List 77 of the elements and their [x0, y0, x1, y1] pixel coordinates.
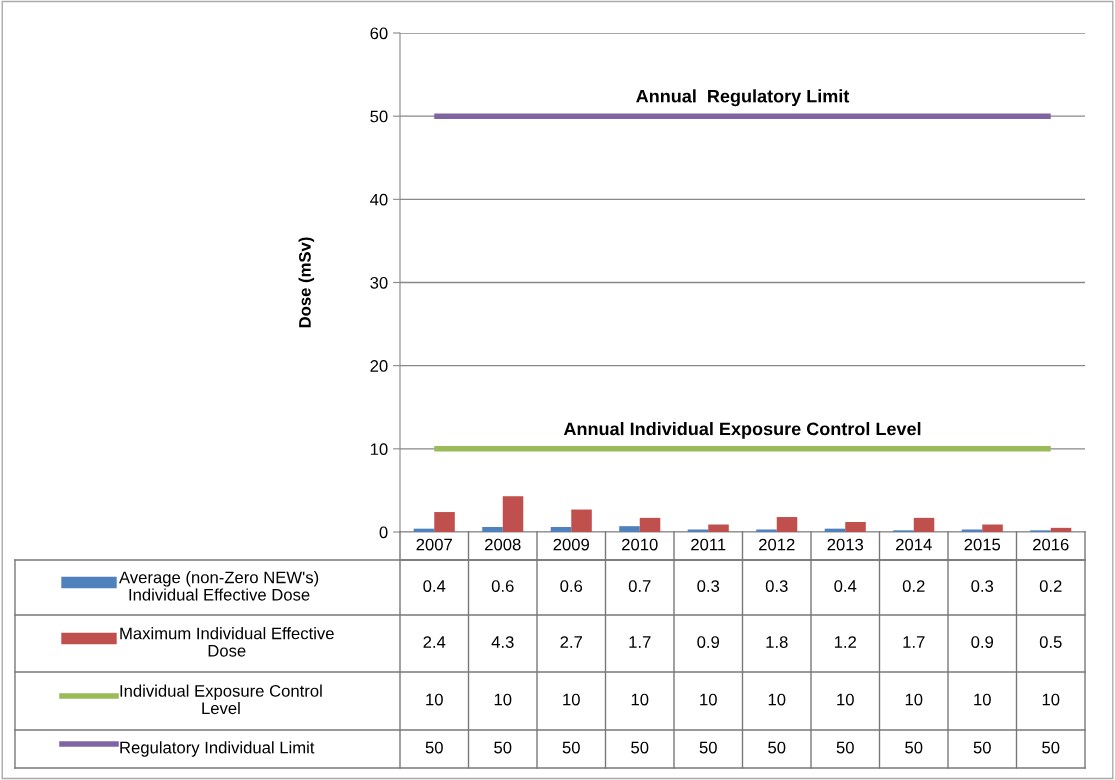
- x-tick-label: 2014: [896, 538, 932, 551]
- bar: [982, 524, 1003, 532]
- data-label: 0.9: [697, 636, 720, 648]
- data-label: 50: [836, 741, 854, 754]
- data-label: 10: [426, 693, 443, 706]
- x-tick-label: 2016: [1033, 538, 1069, 551]
- data-label: 4.3: [491, 636, 514, 648]
- data-label: 0.3: [697, 580, 720, 592]
- data-label: 0.3: [765, 580, 788, 592]
- bar: [571, 509, 592, 532]
- data-label: 2.7: [560, 636, 582, 648]
- bar: [482, 527, 503, 532]
- data-label: 0.2: [902, 580, 925, 592]
- x-tick-label: 2015: [964, 538, 1001, 551]
- y-tick-label: 60: [370, 27, 388, 40]
- bar: [913, 517, 935, 532]
- data-label: 50: [631, 741, 649, 754]
- bar: [708, 524, 729, 532]
- bar: [639, 517, 661, 532]
- bar: [502, 496, 524, 532]
- data-label: 10: [837, 693, 854, 706]
- data-label: 2.4: [423, 636, 446, 648]
- x-tick-label: 2011: [691, 538, 726, 551]
- y-tick-label: 0: [379, 526, 388, 539]
- data-label: 0.3: [971, 580, 994, 592]
- y-tick-label: 50: [370, 110, 388, 123]
- legend-label: Regulatory Individual Limit: [120, 741, 315, 757]
- data-label: 0.6: [560, 580, 583, 592]
- data-label: 10: [631, 693, 649, 706]
- data-label: 0.5: [1039, 636, 1062, 648]
- data-label: 0.7: [628, 580, 651, 592]
- data-label: 0.9: [971, 636, 994, 648]
- data-label: 50: [425, 741, 443, 754]
- data-label: 1.7: [629, 636, 651, 648]
- x-tick-label: 2012: [759, 538, 795, 551]
- data-label: 1.2: [834, 636, 856, 648]
- data-label: 0.4: [834, 580, 857, 592]
- data-label: 10: [905, 693, 923, 706]
- data-label: 0.2: [1039, 580, 1062, 592]
- y-tick-label: 30: [370, 276, 388, 289]
- legend-label: Average (non-Zero NEW's) Individual Effective Dose: [119, 571, 319, 601]
- x-tick-label: 2007: [416, 538, 452, 551]
- annotation: Annual Individual Exposure Control Level: [563, 422, 921, 439]
- bar: [1050, 527, 1072, 532]
- x-tick-label: 2013: [827, 538, 864, 551]
- x-tick-label: 2010: [622, 538, 658, 551]
- bar: [619, 526, 640, 532]
- data-label: 50: [699, 741, 717, 754]
- data-label: 50: [494, 741, 512, 754]
- data-label: 0.6: [491, 580, 514, 592]
- x-tick-label: 2009: [553, 538, 589, 551]
- data-label: 1.8: [766, 636, 788, 648]
- data-label: 10: [563, 693, 580, 706]
- data-label: 10: [974, 693, 991, 706]
- y-tick-label: 40: [370, 193, 388, 206]
- bar: [776, 517, 798, 532]
- y-tick-label: 10: [370, 443, 388, 456]
- data-label: 50: [562, 741, 580, 754]
- legend-label: Maximum Individual Effective Dose: [120, 627, 334, 657]
- data-label: 50: [768, 741, 786, 754]
- data-label: 50: [905, 741, 923, 754]
- data-label: 50: [1042, 741, 1060, 754]
- bar: [434, 512, 455, 532]
- data-label: 0.4: [423, 580, 446, 592]
- bar: [550, 527, 572, 532]
- y-tick-label: 20: [370, 360, 388, 372]
- data-label: 10: [700, 693, 717, 706]
- data-label: 10: [768, 693, 786, 706]
- data-label: 10: [1042, 693, 1060, 706]
- bar: [845, 522, 866, 532]
- data-label: 50: [973, 741, 991, 754]
- annotation: Annual Regulatory Limit: [636, 89, 850, 107]
- data-label: 10: [494, 693, 512, 706]
- legend-label: Individual Exposure Control Level: [120, 684, 322, 715]
- x-tick-label: 2008: [485, 538, 521, 551]
- y-axis-title: Dose (mSv): [298, 237, 315, 328]
- data-label: 1.7: [903, 636, 925, 648]
